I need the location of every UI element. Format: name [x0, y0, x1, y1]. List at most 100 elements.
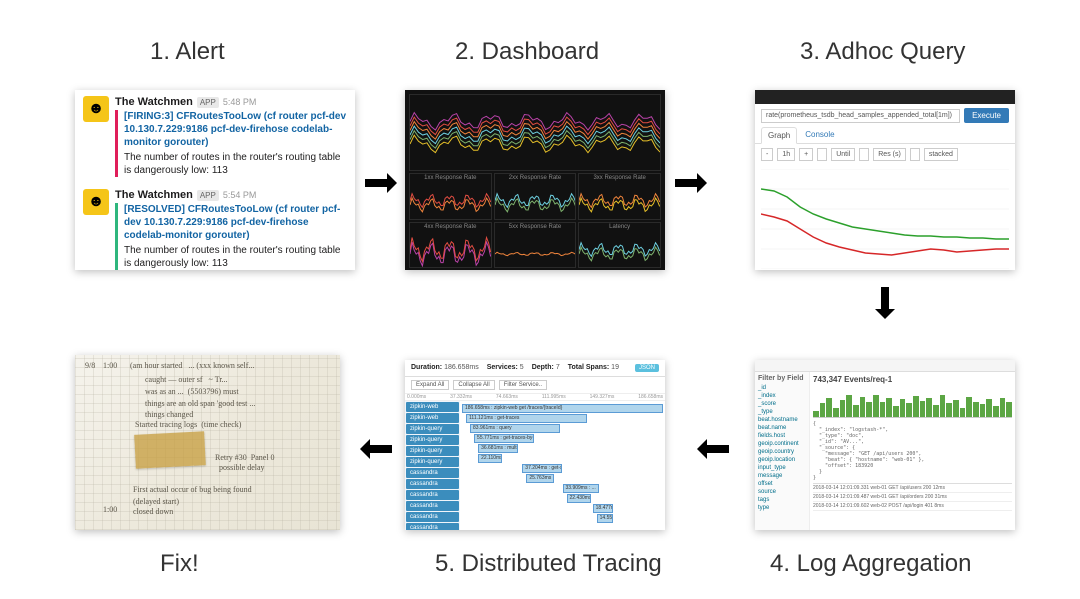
- trace-button[interactable]: Expand All: [411, 380, 449, 390]
- trace-service[interactable]: zipkin-web: [406, 413, 459, 423]
- query-expression-input[interactable]: rate(prometheus_tsdb_head_samples_append…: [761, 109, 960, 123]
- trace-service[interactable]: zipkin-query: [406, 424, 459, 434]
- log-field[interactable]: beat.name: [758, 424, 806, 432]
- histogram-bar: [993, 406, 999, 417]
- title-fix: Fix!: [160, 550, 199, 578]
- histogram-bar: [920, 401, 926, 417]
- trace-service[interactable]: zipkin-web: [406, 402, 459, 412]
- handwritten-note: things changed: [145, 410, 193, 420]
- log-field[interactable]: geoip.location: [758, 456, 806, 464]
- dashboard-top-chart: [409, 94, 661, 171]
- handwritten-note: (delayed start): [133, 497, 179, 507]
- trace-service[interactable]: zipkin-query: [406, 446, 459, 456]
- prometheus-navbar: [755, 90, 1015, 104]
- histogram-bar: [873, 395, 879, 417]
- kibana-topbar: [755, 360, 1015, 372]
- query-control[interactable]: -: [761, 148, 773, 161]
- query-tab-console[interactable]: Console: [799, 127, 840, 143]
- trace-span[interactable]: 14.551ms: [597, 514, 613, 523]
- query-range-controls: - 1h + Until Res (s) stacked: [755, 144, 1015, 165]
- trace-service-column: zipkin-webzipkin-webzipkin-queryzipkin-q…: [405, 401, 460, 530]
- trace-span[interactable]: 25.763ms : ...: [526, 474, 554, 483]
- trace-span[interactable]: 37.204ms : get-span...: [522, 464, 562, 473]
- trace-service[interactable]: cassandra: [406, 523, 459, 530]
- query-control[interactable]: +: [799, 148, 813, 161]
- log-field[interactable]: offset: [758, 480, 806, 488]
- trace-span[interactable]: 33.909ms : ...: [563, 484, 599, 493]
- trace-service[interactable]: cassandra: [406, 490, 459, 500]
- trace-json-badge[interactable]: JSON: [635, 364, 659, 372]
- slack-message: ☻The WatchmenAPP5:48 PM[FIRING:3] CFRout…: [75, 90, 355, 183]
- log-field[interactable]: source: [758, 488, 806, 496]
- histogram-bar: [813, 411, 819, 417]
- handwritten-note: Started tracing logs (time check): [135, 420, 241, 430]
- trace-service[interactable]: cassandra: [406, 501, 459, 511]
- trace-service[interactable]: cassandra: [406, 512, 459, 522]
- log-row[interactable]: 2018-03-14 12:01:09.331 web-01 GET /api/…: [813, 484, 1012, 493]
- trace-service[interactable]: cassandra: [406, 468, 459, 478]
- slack-timestamp: 5:54 PM: [223, 190, 257, 200]
- dashboard-cell-title: 2xx Response Rate: [495, 175, 576, 181]
- query-control[interactable]: 1h: [777, 148, 795, 161]
- trace-time-axis: 0.000ms37.332ms74.663ms111.995ms149.327m…: [405, 394, 665, 401]
- histogram-bar: [973, 402, 979, 418]
- log-row[interactable]: 2018-03-14 12:01:09.602 web-02 POST /api…: [813, 502, 1012, 511]
- title-distributed-tracing: 5. Distributed Tracing: [435, 550, 662, 578]
- log-field[interactable]: _id: [758, 384, 806, 392]
- trace-span[interactable]: 111.121ms : get-traces: [466, 414, 587, 423]
- log-field[interactable]: type: [758, 504, 806, 512]
- trace-span[interactable]: 83.961ms : query: [470, 424, 560, 433]
- trace-service[interactable]: zipkin-query: [406, 435, 459, 445]
- query-control[interactable]: [859, 148, 869, 161]
- query-panel: rate(prometheus_tsdb_head_samples_append…: [755, 90, 1015, 270]
- log-field[interactable]: input_type: [758, 464, 806, 472]
- query-control[interactable]: Until: [831, 148, 855, 161]
- dashboard-cell: 2xx Response Rate: [494, 173, 577, 219]
- histogram-bar: [980, 404, 986, 417]
- dashboard-small-multiples: 1xx Response Rate2xx Response Rate3xx Re…: [409, 173, 661, 268]
- histogram-bar: [933, 405, 939, 417]
- histogram-bar: [840, 400, 846, 417]
- trace-span[interactable]: 22.430ms : ...: [567, 494, 591, 503]
- trace-span[interactable]: 18.477ms: [593, 504, 613, 513]
- logs-field-sidebar: Filter by Field _id_index_score_typebeat…: [755, 372, 810, 530]
- trace-depth: 7: [556, 364, 560, 371]
- trace-button[interactable]: Collapse All: [453, 380, 494, 390]
- query-control[interactable]: stacked: [924, 148, 958, 161]
- log-field[interactable]: beat.hostname: [758, 416, 806, 424]
- log-field[interactable]: _index: [758, 392, 806, 400]
- arrow-right: [673, 170, 709, 196]
- query-control[interactable]: Res (s): [873, 148, 906, 161]
- trace-button[interactable]: Filter Service..: [499, 380, 547, 390]
- histogram-bar: [1006, 402, 1012, 417]
- query-control[interactable]: [910, 148, 920, 161]
- slack-timestamp: 5:48 PM: [223, 97, 257, 107]
- trace-service[interactable]: zipkin-query: [406, 457, 459, 467]
- histogram-bar: [866, 402, 872, 418]
- execute-button[interactable]: Execute: [964, 108, 1009, 123]
- handwritten-note: 9/8: [85, 361, 95, 371]
- log-field[interactable]: tags: [758, 496, 806, 504]
- trace-span[interactable]: 55.771ms : get-traces-by-ids: [474, 434, 534, 443]
- trace-span[interactable]: 186.658ms : zipkin-web get /traces/{trac…: [462, 404, 663, 413]
- histogram-bar: [906, 403, 912, 417]
- query-control[interactable]: [817, 148, 827, 161]
- trace-span[interactable]: 22.110ms : multiget: [478, 454, 502, 463]
- log-field[interactable]: geoip.country: [758, 448, 806, 456]
- logs-sidebar-title: Filter by Field: [758, 375, 806, 382]
- trace-span[interactable]: 36.681ms : multiget-slice: [478, 444, 518, 453]
- log-row[interactable]: 2018-03-14 12:01:09.487 web-01 GET /api/…: [813, 493, 1012, 502]
- log-field[interactable]: fields.host: [758, 432, 806, 440]
- trace-duration: 186.658ms: [444, 364, 479, 371]
- log-field[interactable]: _type: [758, 408, 806, 416]
- trace-tick: 149.327ms: [590, 394, 615, 400]
- histogram-bar: [900, 399, 906, 417]
- log-field[interactable]: message: [758, 472, 806, 480]
- logs-panel: Filter by Field _id_index_score_typebeat…: [755, 360, 1015, 530]
- log-field[interactable]: geoip.continent: [758, 440, 806, 448]
- trace-service[interactable]: cassandra: [406, 479, 459, 489]
- dashboard-cell-title: 1xx Response Rate: [410, 175, 491, 181]
- query-tab-graph[interactable]: Graph: [761, 127, 797, 144]
- log-field[interactable]: _score: [758, 400, 806, 408]
- dashboard-cell-title: 4xx Response Rate: [410, 224, 491, 230]
